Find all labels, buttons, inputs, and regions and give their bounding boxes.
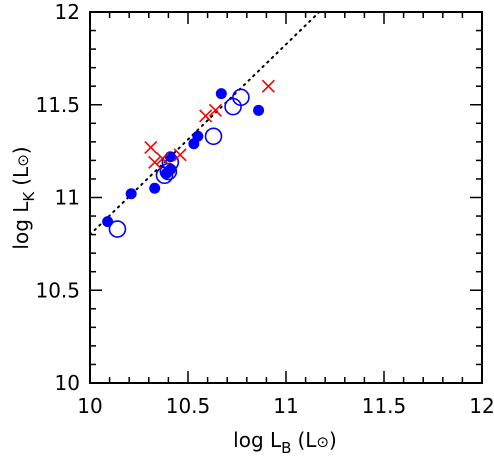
x-axis-label-suffix: (L (297, 428, 317, 452)
filled-circle-point (192, 130, 204, 142)
cross-point (148, 155, 162, 169)
cross-point (144, 140, 158, 154)
cross-point (261, 79, 275, 93)
y-tick-label: 10.5 (35, 278, 80, 302)
open-circle-point (161, 153, 180, 172)
svg-text:log LK(L⊙): log LK (L⊙) (9, 146, 38, 249)
cross-point (208, 103, 223, 117)
x-axis-label-close: ) (329, 428, 337, 452)
open-circle-point (232, 88, 250, 107)
cross-point (173, 148, 187, 162)
y-axis-label: log LK (L⊙) (9, 146, 38, 249)
plot-frame (89, 11, 483, 384)
filled-circle-point (125, 188, 137, 200)
plot-marks (89, 11, 321, 238)
x-axis-label-subscript: B (281, 439, 291, 457)
x-axis-label-prefix: log L (233, 428, 282, 452)
y-axis-label-suffix: (L (9, 166, 33, 186)
fit-line (89, 11, 321, 236)
y-axis-sun-symbol: ⊙ (14, 154, 32, 167)
svg-text:log LB(L⊙): log LB (L⊙) (233, 428, 337, 457)
open-circle-point (204, 127, 223, 146)
y-axis-label-close: ) (9, 146, 33, 154)
y-tick-label: 11.5 (35, 93, 80, 117)
y-axis-label-subscript: K (20, 191, 38, 202)
x-tick-label: 10.5 (166, 394, 211, 418)
cross-point (155, 151, 170, 166)
filled-circle-point (102, 216, 114, 228)
y-tick-label: 11 (55, 186, 80, 210)
axis-ticks: 10 10.5 11 11.5 12 10 10.5 11 11.5 12 (35, 0, 494, 418)
open-circle-point (108, 220, 127, 238)
cross-point (199, 109, 213, 123)
y-tick-label: 12 (55, 0, 80, 24)
x-axis-sun-symbol: ⊙ (316, 433, 329, 451)
filled-circle-point (253, 104, 265, 116)
x-axis-label: log LB (L⊙) (233, 428, 337, 457)
filled-circle-point (215, 88, 227, 100)
x-tick-label: 11.5 (362, 394, 407, 418)
x-tick-label: 12 (469, 394, 494, 418)
x-tick-label: 10 (77, 394, 102, 418)
y-tick-label: 10 (55, 371, 80, 395)
y-axis-label-prefix: log L (9, 201, 33, 250)
x-tick-label: 11 (273, 394, 298, 418)
filled-circle-point (149, 182, 161, 194)
